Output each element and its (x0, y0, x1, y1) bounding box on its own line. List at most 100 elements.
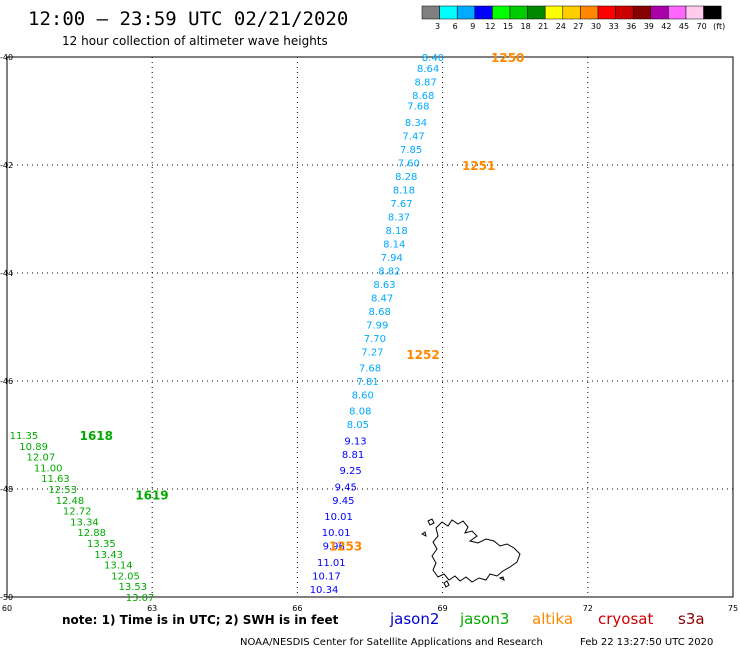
legend-tick-label: (ft) (713, 22, 725, 31)
legend-swatch (456, 5, 476, 20)
map-title: 12:00 – 23:59 UTC 02/21/2020 (28, 8, 348, 30)
wave-height-value: 12.72 (63, 507, 92, 518)
wave-height-value: 9.45 (335, 482, 357, 493)
wave-height-value: 13.53 (119, 582, 148, 593)
wave-height-value: 12.05 (111, 571, 140, 582)
legend-swatch (527, 5, 546, 20)
plot-frame (6, 56, 734, 598)
wave-height-value: 12.53 (48, 485, 77, 496)
legend-tick-label: 21 (538, 22, 548, 31)
wave-height-value: 10.17 (312, 571, 341, 582)
wave-height-value: 12.88 (77, 528, 106, 539)
x-tick-label: 69 (438, 604, 448, 613)
wave-height-value: 7.68 (407, 102, 429, 113)
satellite-cryosat-label: cryosat (598, 610, 653, 628)
legend-tick-label: 33 (609, 22, 619, 31)
wave-height-value: 8.81 (342, 450, 364, 461)
wave-height-value: 9.25 (340, 466, 362, 477)
x-tick-label: 72 (583, 604, 593, 613)
satellite-s3a-label: s3a (678, 610, 705, 628)
y-tick-label: -44 (0, 269, 13, 278)
y-tick-label: -50 (0, 593, 13, 602)
wave-height-value: 12.48 (56, 496, 85, 507)
legend-tick-label: 27 (573, 22, 583, 31)
wave-height-value: 12.07 (27, 453, 56, 464)
footer-note: note: 1) Time is in UTC; 2) SWH is in fe… (62, 613, 339, 627)
legend-swatch (509, 5, 528, 20)
legend-swatch (439, 5, 458, 20)
wave-height-value: 8.82 (378, 266, 400, 277)
wave-height-value: 7.27 (361, 347, 383, 358)
wave-height-value: 10.89 (19, 442, 48, 453)
wave-height-value: 11.00 (34, 463, 63, 474)
pass-time-label: 1253 (329, 540, 362, 554)
pass-time-label: 1619 (135, 488, 168, 502)
wave-height-value: 10.34 (310, 585, 339, 596)
pass-time-label: 1252 (406, 348, 439, 362)
footer-credit: NOAA/NESDIS Center for Satellite Applica… (240, 637, 543, 648)
legend-tick-label: 3 (435, 22, 440, 31)
kerguelen-islands-coastline (421, 518, 521, 588)
pass-time-label: 1250 (491, 51, 524, 65)
wave-height-value: 11.01 (317, 558, 346, 569)
legend-swatch (650, 5, 669, 20)
wave-height-value: 10.01 (322, 528, 351, 539)
legend-tick-label: 45 (679, 22, 689, 31)
legend-swatch (668, 5, 687, 20)
wave-height-value: 8.08 (349, 407, 371, 418)
wave-height-value: 11.35 (10, 431, 39, 442)
legend-tick-label: 70 (697, 22, 707, 31)
wave-height-value: 8.40 (422, 53, 444, 64)
legend-swatch (615, 5, 634, 20)
wave-height-color-legend: 3 6 9 12 15 18 21 24 27 30 33 36 39 42 45 70 (ft) (421, 5, 725, 31)
legend-swatch (421, 5, 440, 20)
y-tick-label: -46 (0, 377, 13, 386)
legend-swatch (632, 5, 652, 20)
wave-height-value: 7.60 (398, 158, 420, 169)
wave-height-value: 9.96 (323, 542, 345, 553)
altimeter-tracks: 8.408.648.878.687.688.347.477.857.608.28… (10, 51, 525, 604)
wave-height-value: 13.34 (70, 517, 99, 528)
track-jason3: 11.3510.8912.0711.0011.6312.5312.4812.72… (10, 429, 169, 604)
wave-height-value: 7.70 (364, 334, 386, 345)
legend-swatch (703, 5, 722, 20)
lat-lon-grid (7, 57, 733, 597)
legend-swatch (685, 5, 704, 20)
wave-height-value: 8.60 (352, 391, 374, 402)
wave-height-value: 8.18 (385, 226, 407, 237)
wave-height-value: 9.45 (332, 496, 354, 507)
wave-height-value: 13.35 (87, 539, 116, 550)
legend-tick-label: 39 (644, 22, 654, 31)
legend-swatch (492, 5, 511, 20)
wave-height-value: 8.14 (383, 239, 405, 250)
legend-swatch (597, 5, 616, 20)
wave-height-value: 7.68 (359, 364, 381, 375)
satellite-legend: jason2 jason3 altika cryosat s3a (389, 610, 705, 628)
y-tick-label: -48 (0, 485, 13, 494)
legend-tick-label: 6 (453, 22, 458, 31)
wave-height-value: 8.68 (412, 91, 434, 102)
wave-height-value: 8.68 (369, 307, 391, 318)
wave-height-value: 8.37 (388, 212, 410, 223)
legend-tick-label: 42 (661, 22, 671, 31)
wave-height-value: 8.63 (373, 280, 395, 291)
footer-timestamp: Feb 22 13:27:50 UTC 2020 (580, 637, 713, 648)
y-tick-label: -40 (0, 53, 13, 62)
satellite-altika-label: altika (532, 610, 573, 628)
x-tick-label: 66 (292, 604, 302, 613)
wave-height-value: 7.85 (400, 145, 422, 156)
pass-time-label: 1251 (462, 159, 495, 173)
wave-height-value: 7.94 (381, 253, 403, 264)
wave-height-value: 8.05 (347, 420, 369, 431)
wave-height-value: 8.18 (393, 185, 415, 196)
legend-swatch (562, 5, 581, 20)
legend-swatch (474, 5, 493, 20)
legend-tick-label: 18 (521, 22, 531, 31)
wave-height-value: 8.64 (417, 64, 439, 75)
wave-height-value: 8.87 (415, 77, 437, 88)
satellite-jason3-label: jason3 (459, 610, 509, 628)
wave-height-value: 11.63 (41, 474, 70, 485)
wave-height-value: 7.81 (356, 377, 378, 388)
wave-height-value: 9.13 (344, 436, 366, 447)
